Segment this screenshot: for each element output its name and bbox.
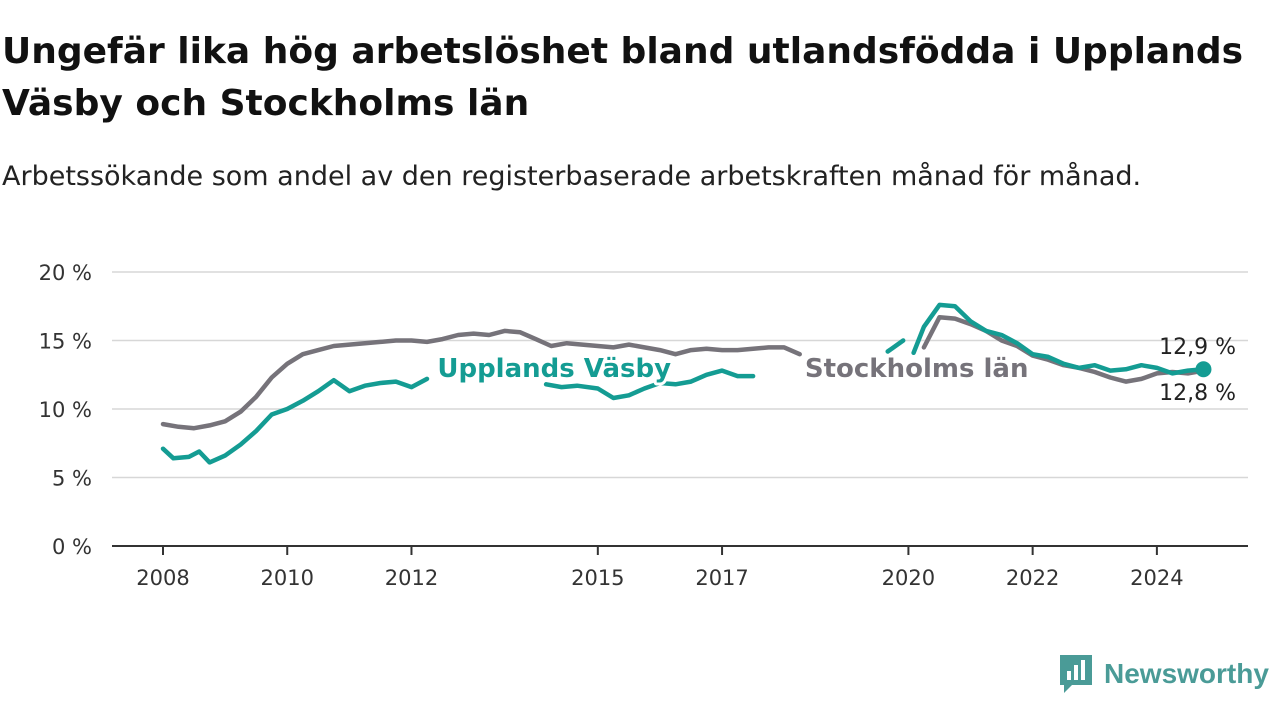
- x-tick-label: 2022: [1006, 566, 1059, 590]
- series-line: [911, 302, 1206, 376]
- series-line: [543, 368, 756, 401]
- end-label-upplands-vasby: 12,9 %: [1159, 335, 1236, 360]
- end-point-marker: [1195, 361, 1212, 378]
- grid-layer: [112, 271, 1248, 479]
- x-tick-label: 2024: [1130, 566, 1183, 590]
- end-label-stockholms-lan: 12,8 %: [1159, 381, 1236, 406]
- chart-title: Ungefär lika hög arbetslöshet bland utla…: [2, 31, 1244, 124]
- y-tick-label: 0 %: [52, 535, 92, 559]
- series-stockholms-län: [160, 314, 1206, 431]
- series-upplands-väsby: [160, 302, 1206, 465]
- brand: Newsworthy: [1058, 652, 1269, 696]
- series-line: [160, 376, 430, 465]
- label-layer: 12,9 % 12,8 % Upplands Väsby Stockholms län: [434, 335, 1236, 406]
- x-tick-label: 2010: [261, 566, 314, 590]
- x-tick-label: 2017: [695, 566, 748, 590]
- line-chart: 0 % 5 % 10 % 15 % 20 % 2008 2010 2012 2015 2017 20…: [39, 261, 1248, 590]
- axis-layer: 0 % 5 % 10 % 15 % 20 % 2008 2010 2012 2015 2017 20…: [39, 261, 1248, 590]
- x-tick-label: 2008: [136, 566, 189, 590]
- x-tick-label: 2012: [385, 566, 438, 590]
- x-tick-label: 2020: [882, 566, 935, 590]
- newsworthy-logo-icon: [1060, 655, 1092, 693]
- x-tick-label: 2015: [571, 566, 624, 590]
- y-tick-label: 10 %: [39, 398, 92, 422]
- series-layer: [160, 302, 1206, 465]
- brand-name: Newsworthy: [1104, 658, 1269, 689]
- y-tick-label: 15 %: [39, 330, 92, 354]
- y-tick-label: 20 %: [39, 261, 92, 285]
- series-line: [160, 328, 802, 431]
- series-label: Stockholms län: [805, 354, 1029, 384]
- series-label: Upplands Väsby: [437, 354, 671, 384]
- y-tick-label: 5 %: [52, 467, 92, 491]
- chart-subtitle: Arbetssökande som andel av den registerb…: [2, 161, 1142, 192]
- series-line: [885, 338, 906, 354]
